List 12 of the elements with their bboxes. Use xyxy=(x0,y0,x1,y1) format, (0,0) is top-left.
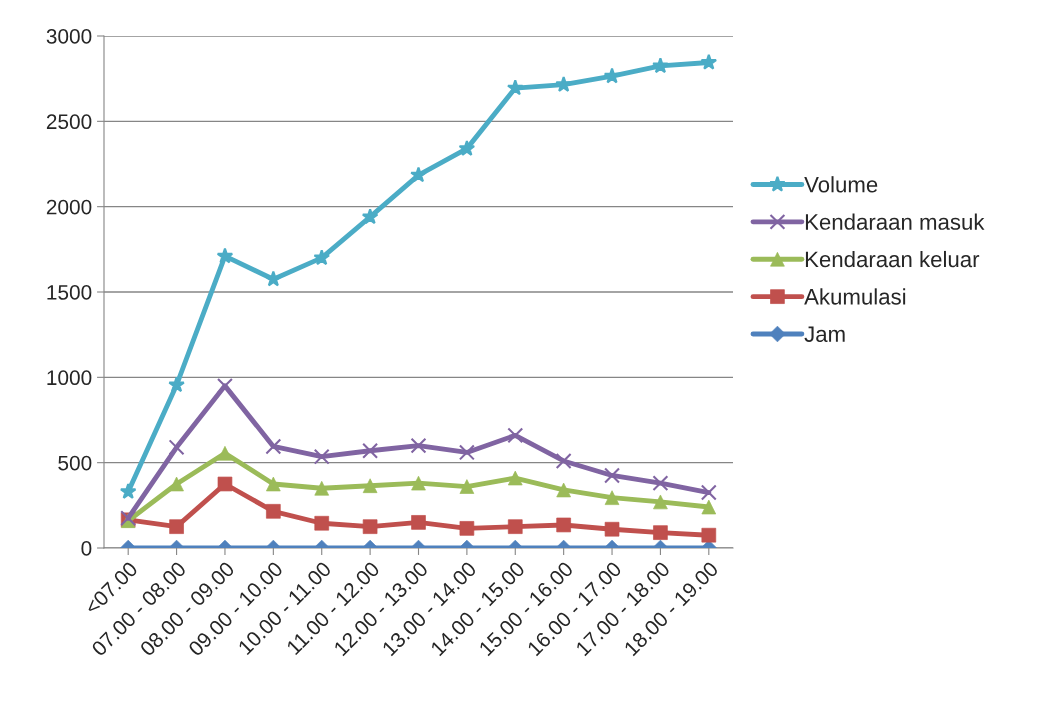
legend-label: Kendaraan keluar xyxy=(805,250,980,268)
legend-label: Akumulasi xyxy=(804,288,906,305)
y-tick-label: 1500 xyxy=(47,285,92,300)
y-tick-label: 3000 xyxy=(46,29,92,44)
legend-label: Volume xyxy=(804,176,878,193)
y-tick-label: 0 xyxy=(81,541,92,556)
y-tick-label: 500 xyxy=(58,455,92,471)
y-tick-label: 1000 xyxy=(47,370,92,386)
legend-label: Jam xyxy=(804,326,845,343)
y-tick-label: 2000 xyxy=(46,199,92,215)
y-tick-label: 2500 xyxy=(46,114,92,130)
legend-label: Kendaraan masuk xyxy=(805,213,985,230)
